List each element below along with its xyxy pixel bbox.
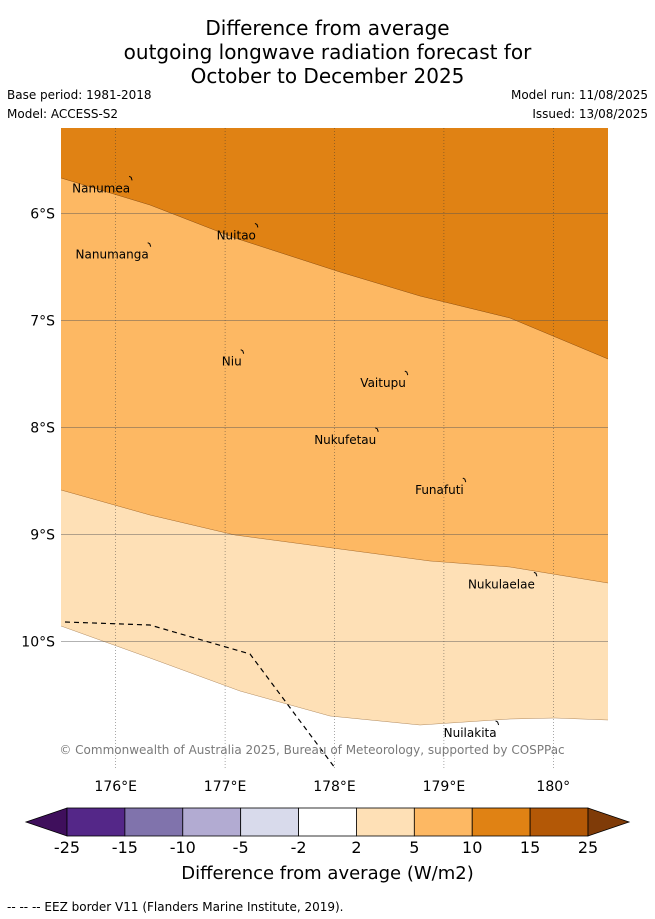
colorbar-extend-low [24,807,68,837]
base-period-text: Base period: 1981-2018 [7,88,152,102]
colorbar-segment [529,807,589,837]
lat-tick-label: 8°S [30,421,55,437]
gridlines [61,128,608,770]
contour-line-10 [61,177,608,360]
map-plot-area: Nanumea Nanumanga Nuitao Niu Vaitupu Nukufeta… [59,128,608,770]
lat-tick-label: 6°S [30,207,55,223]
place-label: Nukulaelae [468,577,535,591]
island-outline [375,427,379,432]
place-label: Vaitupu [360,376,406,390]
colorbar-segment [356,807,415,837]
colorbar-segment [66,807,126,837]
zone-2-to-5 [61,490,608,725]
island-outline [495,720,500,726]
colorbar-segment [182,807,242,837]
island-outline [240,349,245,354]
colorbar-tick-label: -2 [290,838,307,857]
island-outline [128,175,133,181]
lon-tick-label: 178°E [313,779,356,795]
colorbar-extend-high [587,807,631,837]
lon-tick-label: 177°E [204,779,247,795]
place-label: Nuitao [217,228,256,242]
zone-10-to-15 [61,128,608,359]
place-label: Nukufetau [314,433,376,447]
colorbar-segment [413,807,473,837]
island-outline [404,370,409,376]
colorbar-segment [298,807,357,837]
island-outline [254,222,259,228]
colorbar-tick-label: 10 [462,838,483,857]
place-label: Funafuti [415,483,464,497]
island-outline [462,477,467,483]
model-run-text: Model run: 11/08/2025 [510,88,648,102]
issued-text: Issued: 13/08/2025 [532,107,648,121]
lon-tick-label: 179°E [423,779,466,795]
chart-title: Difference from average outgoing longwav… [0,16,655,88]
place-labels: Nanumea Nanumanga Nuitao Niu Vaitupu Nukufeta… [72,175,538,740]
colorbar-segment [240,807,299,837]
colorbar-tick-label: 5 [409,838,420,857]
place-label: Nanumanga [76,248,149,262]
colorbar-tick-label: -25 [53,838,81,857]
title-line-2: outgoing longwave radiation forecast for [123,40,532,64]
lat-tick-label: 7°S [30,314,55,330]
lat-tick-label: 10°S [21,635,55,651]
model-text: Model: ACCESS-S2 [7,107,119,121]
colorbar-tick-label: -10 [169,838,196,857]
colorbar-tick-label: 25 [577,838,599,857]
colorbar [24,807,631,837]
colorbar-segment [124,807,184,837]
title-line-1: Difference from average [205,16,450,40]
place-label: Niu [222,355,242,369]
place-label: Nuilakita [444,726,497,740]
island-outline [147,242,152,247]
colorbar-tick-label: 2 [351,838,362,857]
colorbar-tick-label: -5 [232,838,249,857]
title-line-3: October to December 2025 [190,64,465,88]
eez-legend-note: -- -- -- EEZ border V11 (Flanders Marine… [7,900,344,914]
colorbar-title: Difference from average (W/m2) [181,863,474,884]
colorbar-tick-label: -15 [111,838,138,857]
place-label: Nanumea [72,181,130,195]
lat-tick-label: 9°S [30,528,55,544]
map-axes: 176°E 177°E 178°E 179°E 180° 6°S 7°S 8°S 9°S 10°S [21,207,570,795]
copyright-text: © Commonwealth of Australia 2025, Bureau… [59,743,564,757]
forecast-map: Nanumea Nanumanga Nuitao Niu Vaitupu Nukufeta… [21,128,608,795]
colorbar-tick-label: 15 [519,838,541,857]
lon-tick-label: 180° [536,779,570,795]
lon-tick-label: 176°E [94,779,137,795]
colorbar-segment [471,807,531,837]
contour-line-2 [61,625,608,726]
eez-border-line [64,621,336,769]
contour-line-5 [61,489,608,584]
island-outline [533,571,538,577]
